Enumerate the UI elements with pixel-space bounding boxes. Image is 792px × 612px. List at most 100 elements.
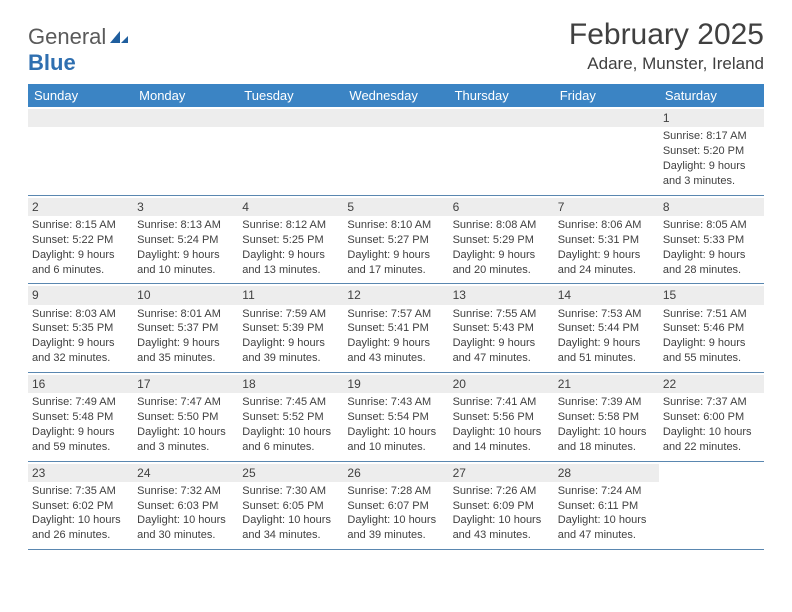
- daylight-text: Daylight: 9 hours: [558, 336, 655, 351]
- sunset-text: Sunset: 5:56 PM: [453, 410, 550, 425]
- sunset-text: Sunset: 6:09 PM: [453, 499, 550, 514]
- sunrise-text: Sunrise: 7:39 AM: [558, 395, 655, 410]
- day-number: 7: [554, 198, 659, 216]
- weekday-header: Tuesday: [238, 84, 343, 107]
- day-number: 25: [238, 464, 343, 482]
- sunset-text: Sunset: 5:58 PM: [558, 410, 655, 425]
- day-number: 13: [449, 286, 554, 304]
- calendar-cell: 10Sunrise: 8:01 AMSunset: 5:37 PMDayligh…: [133, 284, 238, 373]
- sunset-text: Sunset: 6:07 PM: [347, 499, 444, 514]
- daylight-text: Daylight: 9 hours: [32, 425, 129, 440]
- day-number: 14: [554, 286, 659, 304]
- daylight-text: and 43 minutes.: [347, 351, 444, 366]
- day-number: 27: [449, 464, 554, 482]
- calendar-cell: [343, 107, 448, 195]
- day-number: 8: [659, 198, 764, 216]
- daylight-text: and 39 minutes.: [242, 351, 339, 366]
- sunset-text: Sunset: 5:43 PM: [453, 321, 550, 336]
- daylight-text: and 6 minutes.: [242, 440, 339, 455]
- header: General Blue February 2025 Adare, Munste…: [28, 18, 764, 76]
- daylight-text: and 3 minutes.: [663, 174, 760, 189]
- calendar-cell: 16Sunrise: 7:49 AMSunset: 5:48 PMDayligh…: [28, 372, 133, 461]
- sunrise-text: Sunrise: 7:32 AM: [137, 484, 234, 499]
- daylight-text: Daylight: 9 hours: [242, 336, 339, 351]
- day-number: 19: [343, 375, 448, 393]
- sunrise-text: Sunrise: 7:51 AM: [663, 307, 760, 322]
- day-number-empty: [554, 109, 659, 127]
- calendar-cell: 17Sunrise: 7:47 AMSunset: 5:50 PMDayligh…: [133, 372, 238, 461]
- calendar-cell: 26Sunrise: 7:28 AMSunset: 6:07 PMDayligh…: [343, 461, 448, 550]
- daylight-text: and 17 minutes.: [347, 263, 444, 278]
- sunrise-text: Sunrise: 7:41 AM: [453, 395, 550, 410]
- weekday-header-row: Sunday Monday Tuesday Wednesday Thursday…: [28, 84, 764, 107]
- daylight-text: and 26 minutes.: [32, 528, 129, 543]
- location: Adare, Munster, Ireland: [569, 54, 764, 74]
- daylight-text: and 34 minutes.: [242, 528, 339, 543]
- daylight-text: and 24 minutes.: [558, 263, 655, 278]
- daylight-text: Daylight: 9 hours: [558, 248, 655, 263]
- weekday-header: Wednesday: [343, 84, 448, 107]
- calendar-cell: [659, 461, 764, 550]
- day-number: 21: [554, 375, 659, 393]
- daylight-text: Daylight: 9 hours: [663, 159, 760, 174]
- sunset-text: Sunset: 5:24 PM: [137, 233, 234, 248]
- logo-word1: General: [28, 24, 106, 49]
- sunset-text: Sunset: 6:02 PM: [32, 499, 129, 514]
- day-number: 1: [659, 109, 764, 127]
- daylight-text: Daylight: 10 hours: [347, 513, 444, 528]
- logo-sail-icon: [108, 29, 130, 50]
- calendar-cell: 3Sunrise: 8:13 AMSunset: 5:24 PMDaylight…: [133, 195, 238, 284]
- day-number: 2: [28, 198, 133, 216]
- weekday-header: Saturday: [659, 84, 764, 107]
- sunrise-text: Sunrise: 7:28 AM: [347, 484, 444, 499]
- daylight-text: and 10 minutes.: [137, 263, 234, 278]
- daylight-text: and 35 minutes.: [137, 351, 234, 366]
- daylight-text: and 51 minutes.: [558, 351, 655, 366]
- sunset-text: Sunset: 5:20 PM: [663, 144, 760, 159]
- calendar-week-row: 23Sunrise: 7:35 AMSunset: 6:02 PMDayligh…: [28, 461, 764, 550]
- daylight-text: and 6 minutes.: [32, 263, 129, 278]
- weekday-header: Friday: [554, 84, 659, 107]
- calendar-cell: [238, 107, 343, 195]
- day-number: 3: [133, 198, 238, 216]
- daylight-text: and 43 minutes.: [453, 528, 550, 543]
- sunrise-text: Sunrise: 7:30 AM: [242, 484, 339, 499]
- daylight-text: and 30 minutes.: [137, 528, 234, 543]
- daylight-text: and 20 minutes.: [453, 263, 550, 278]
- daylight-text: and 55 minutes.: [663, 351, 760, 366]
- calendar-cell: 9Sunrise: 8:03 AMSunset: 5:35 PMDaylight…: [28, 284, 133, 373]
- day-number: 20: [449, 375, 554, 393]
- sunrise-text: Sunrise: 7:45 AM: [242, 395, 339, 410]
- sunset-text: Sunset: 5:50 PM: [137, 410, 234, 425]
- logo-text-block: General Blue: [28, 24, 130, 76]
- daylight-text: Daylight: 10 hours: [663, 425, 760, 440]
- daylight-text: and 47 minutes.: [558, 528, 655, 543]
- sunset-text: Sunset: 6:03 PM: [137, 499, 234, 514]
- sunset-text: Sunset: 5:39 PM: [242, 321, 339, 336]
- calendar-cell: 14Sunrise: 7:53 AMSunset: 5:44 PMDayligh…: [554, 284, 659, 373]
- daylight-text: Daylight: 10 hours: [558, 513, 655, 528]
- calendar-cell: 25Sunrise: 7:30 AMSunset: 6:05 PMDayligh…: [238, 461, 343, 550]
- calendar-cell: 13Sunrise: 7:55 AMSunset: 5:43 PMDayligh…: [449, 284, 554, 373]
- daylight-text: Daylight: 10 hours: [32, 513, 129, 528]
- daylight-text: and 59 minutes.: [32, 440, 129, 455]
- sunrise-text: Sunrise: 7:37 AM: [663, 395, 760, 410]
- sunset-text: Sunset: 5:37 PM: [137, 321, 234, 336]
- sunset-text: Sunset: 5:22 PM: [32, 233, 129, 248]
- daylight-text: Daylight: 9 hours: [663, 248, 760, 263]
- daylight-text: Daylight: 10 hours: [137, 425, 234, 440]
- sunrise-text: Sunrise: 8:15 AM: [32, 218, 129, 233]
- sunset-text: Sunset: 5:44 PM: [558, 321, 655, 336]
- sunset-text: Sunset: 5:48 PM: [32, 410, 129, 425]
- daylight-text: Daylight: 9 hours: [347, 336, 444, 351]
- day-number: 12: [343, 286, 448, 304]
- calendar-cell: 6Sunrise: 8:08 AMSunset: 5:29 PMDaylight…: [449, 195, 554, 284]
- calendar-cell: [554, 107, 659, 195]
- daylight-text: and 14 minutes.: [453, 440, 550, 455]
- calendar-cell: 4Sunrise: 8:12 AMSunset: 5:25 PMDaylight…: [238, 195, 343, 284]
- calendar-cell: 11Sunrise: 7:59 AMSunset: 5:39 PMDayligh…: [238, 284, 343, 373]
- daylight-text: and 3 minutes.: [137, 440, 234, 455]
- sunset-text: Sunset: 5:33 PM: [663, 233, 760, 248]
- calendar-cell: 24Sunrise: 7:32 AMSunset: 6:03 PMDayligh…: [133, 461, 238, 550]
- sunrise-text: Sunrise: 8:01 AM: [137, 307, 234, 322]
